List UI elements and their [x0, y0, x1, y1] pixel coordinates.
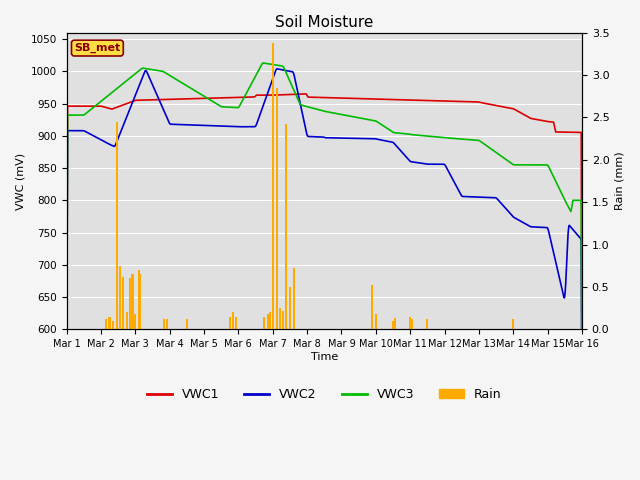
- Bar: [279, 308, 282, 329]
- Text: SB_met: SB_met: [74, 43, 120, 53]
- Bar: [122, 277, 124, 329]
- Bar: [273, 43, 275, 329]
- Bar: [293, 268, 295, 329]
- Title: Soil Moisture: Soil Moisture: [275, 15, 373, 30]
- Bar: [282, 311, 284, 329]
- Bar: [138, 270, 140, 329]
- Bar: [129, 278, 131, 329]
- Bar: [228, 317, 231, 329]
- X-axis label: Time: Time: [310, 352, 338, 362]
- Bar: [112, 321, 114, 329]
- Bar: [108, 317, 111, 329]
- Bar: [411, 319, 413, 329]
- Bar: [232, 312, 234, 329]
- Bar: [116, 121, 118, 329]
- Y-axis label: VWC (mV): VWC (mV): [15, 152, 25, 210]
- Bar: [266, 314, 269, 329]
- Bar: [285, 124, 287, 329]
- Bar: [163, 319, 166, 329]
- Bar: [371, 285, 373, 329]
- Bar: [235, 317, 237, 329]
- Bar: [125, 312, 128, 329]
- Bar: [105, 319, 107, 329]
- Bar: [131, 274, 134, 329]
- Bar: [289, 287, 291, 329]
- Bar: [512, 319, 515, 329]
- Bar: [140, 274, 141, 329]
- Legend: VWC1, VWC2, VWC3, Rain: VWC1, VWC2, VWC3, Rain: [141, 383, 507, 406]
- Bar: [394, 318, 396, 329]
- Bar: [166, 319, 168, 329]
- Bar: [119, 266, 121, 329]
- Bar: [263, 317, 265, 329]
- Y-axis label: Rain (mm): Rain (mm): [615, 152, 625, 210]
- Bar: [276, 88, 278, 329]
- Bar: [269, 312, 271, 329]
- Bar: [375, 314, 377, 329]
- Bar: [409, 317, 411, 329]
- Bar: [134, 314, 136, 329]
- Bar: [186, 319, 188, 329]
- Bar: [426, 319, 428, 329]
- Bar: [392, 321, 394, 329]
